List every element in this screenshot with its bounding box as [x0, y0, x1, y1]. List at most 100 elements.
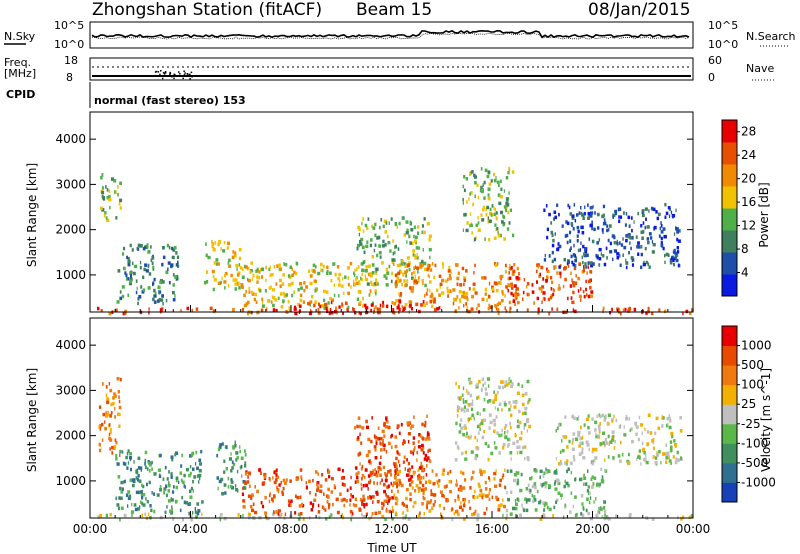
data-cell — [189, 471, 192, 476]
data-cell — [130, 467, 132, 472]
data-cell — [661, 424, 664, 428]
data-cell — [497, 311, 500, 316]
data-cell — [376, 307, 379, 311]
data-cell — [424, 453, 428, 458]
data-cell — [556, 479, 560, 483]
data-cell — [555, 500, 557, 504]
data-cell — [451, 517, 454, 522]
data-cell — [519, 436, 523, 441]
data-cell — [199, 462, 203, 466]
colorbar-swatch — [722, 443, 737, 464]
data-cell — [524, 497, 527, 501]
data-cell — [603, 500, 606, 504]
data-cell — [676, 237, 679, 242]
data-cell — [139, 265, 142, 270]
data-cell — [329, 296, 332, 301]
data-cell — [165, 484, 168, 488]
data-cell — [611, 419, 613, 424]
data-cell — [510, 490, 513, 495]
data-cell — [423, 303, 426, 307]
data-cell — [275, 468, 278, 472]
data-cell — [650, 311, 654, 316]
data-cell — [649, 431, 653, 435]
data-cell — [221, 276, 223, 281]
data-cell — [170, 497, 173, 501]
data-cell — [183, 473, 186, 478]
data-cell — [403, 262, 407, 266]
data-cell — [521, 411, 525, 416]
data-cell — [667, 206, 671, 210]
data-cell — [331, 298, 335, 302]
data-cell — [413, 234, 415, 239]
data-cell — [171, 490, 175, 494]
data-cell — [240, 283, 244, 287]
data-cell — [377, 436, 379, 441]
data-cell — [519, 513, 522, 517]
data-cell — [375, 473, 379, 478]
data-cell — [564, 479, 566, 484]
data-cell — [148, 469, 151, 473]
data-cell — [589, 261, 593, 265]
data-cell — [394, 284, 398, 289]
data-cell — [317, 472, 320, 476]
data-cell — [350, 493, 352, 497]
data-cell — [531, 484, 535, 489]
data-cell — [227, 476, 230, 481]
data-cell — [377, 426, 380, 430]
data-cell — [602, 230, 604, 234]
data-cell — [660, 221, 662, 225]
data-cell — [488, 413, 492, 417]
data-cell — [516, 419, 519, 424]
data-cell — [272, 308, 276, 312]
data-cell — [470, 434, 472, 439]
data-cell — [118, 496, 121, 500]
data-cell — [464, 457, 468, 461]
data-cell — [373, 307, 375, 312]
date-title: 08/Jan/2015 — [588, 0, 691, 20]
data-cell — [255, 300, 258, 304]
data-cell — [382, 465, 386, 470]
data-cell — [244, 461, 247, 465]
y-tick-label: 1000 — [55, 474, 86, 488]
data-cell — [583, 294, 586, 299]
data-cell — [575, 281, 578, 285]
data-cell — [361, 268, 364, 272]
data-cell — [441, 472, 445, 476]
data-cell — [565, 220, 568, 224]
data-cell — [598, 247, 602, 252]
data-cell — [457, 414, 459, 418]
data-cell — [176, 277, 179, 281]
data-cell — [221, 492, 225, 496]
data-cell — [500, 277, 502, 281]
power-colorbar-label: Power [dB] — [757, 182, 771, 247]
data-cell — [149, 504, 152, 508]
y-tick-label: 2000 — [55, 429, 86, 443]
colorbar-swatch — [722, 142, 737, 165]
data-cell — [376, 236, 380, 240]
data-cell — [615, 211, 617, 216]
data-cell — [582, 513, 585, 518]
data-cell — [669, 258, 672, 262]
data-cell — [223, 459, 226, 463]
data-cell — [395, 511, 397, 515]
data-cell — [398, 221, 401, 226]
data-cell — [493, 281, 497, 285]
data-cell — [504, 426, 506, 430]
data-cell — [188, 511, 191, 516]
data-cell — [360, 237, 364, 242]
data-cell — [170, 475, 173, 479]
data-cell — [667, 422, 669, 427]
noise-tick-bottom: 10^0 — [54, 38, 84, 51]
data-cell — [382, 300, 385, 305]
data-cell — [575, 256, 578, 260]
data-cell — [472, 470, 475, 475]
data-cell — [544, 484, 547, 489]
data-cell — [447, 498, 449, 502]
data-cell — [298, 304, 302, 308]
data-cell — [314, 289, 317, 293]
data-cell — [581, 435, 584, 440]
data-cell — [495, 469, 497, 473]
data-cell — [413, 266, 416, 270]
data-cell — [362, 498, 366, 502]
